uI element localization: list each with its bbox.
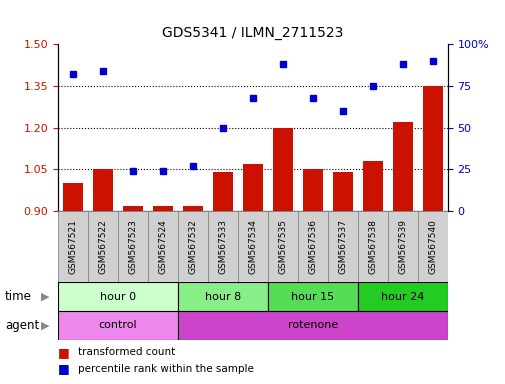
Text: time: time	[5, 290, 32, 303]
Bar	[302, 169, 322, 211]
Text: agent: agent	[5, 319, 39, 332]
FancyBboxPatch shape	[178, 311, 447, 340]
Text: GSM567536: GSM567536	[308, 219, 317, 274]
Text: GSM567534: GSM567534	[248, 219, 257, 274]
Bar	[123, 206, 142, 211]
Text: GSM567522: GSM567522	[98, 219, 108, 274]
Bar	[273, 127, 292, 211]
Bar	[363, 161, 382, 211]
Bar	[93, 169, 113, 211]
FancyBboxPatch shape	[88, 211, 118, 282]
Text: hour 0: hour 0	[100, 291, 136, 302]
Text: GSM567533: GSM567533	[218, 219, 227, 274]
Text: ▶: ▶	[41, 320, 49, 331]
Text: ▶: ▶	[41, 291, 49, 302]
FancyBboxPatch shape	[178, 211, 208, 282]
FancyBboxPatch shape	[58, 282, 178, 311]
FancyBboxPatch shape	[297, 211, 327, 282]
Text: GSM567540: GSM567540	[427, 219, 436, 274]
Bar	[243, 164, 262, 211]
Bar	[332, 172, 352, 211]
Bar	[63, 184, 83, 211]
Text: ■: ■	[58, 346, 70, 359]
FancyBboxPatch shape	[58, 311, 178, 340]
FancyBboxPatch shape	[268, 211, 297, 282]
Text: percentile rank within the sample: percentile rank within the sample	[78, 364, 254, 374]
FancyBboxPatch shape	[178, 282, 268, 311]
Text: transformed count: transformed count	[78, 347, 175, 357]
Text: hour 8: hour 8	[205, 291, 241, 302]
FancyBboxPatch shape	[237, 211, 268, 282]
FancyBboxPatch shape	[208, 211, 237, 282]
FancyBboxPatch shape	[357, 211, 387, 282]
Text: GSM567539: GSM567539	[397, 219, 407, 274]
Text: GSM567537: GSM567537	[338, 219, 347, 274]
Text: control: control	[98, 320, 137, 331]
Text: hour 24: hour 24	[380, 291, 424, 302]
Text: GDS5341 / ILMN_2711523: GDS5341 / ILMN_2711523	[162, 26, 343, 40]
Bar	[153, 206, 173, 211]
FancyBboxPatch shape	[58, 311, 447, 340]
FancyBboxPatch shape	[417, 211, 447, 282]
FancyBboxPatch shape	[148, 211, 178, 282]
FancyBboxPatch shape	[58, 282, 447, 311]
Text: GSM567521: GSM567521	[69, 219, 78, 274]
Text: GSM567532: GSM567532	[188, 219, 197, 274]
Text: hour 15: hour 15	[291, 291, 334, 302]
Text: ■: ■	[58, 362, 70, 375]
Bar	[213, 172, 232, 211]
Bar	[422, 86, 442, 211]
Bar	[183, 206, 203, 211]
Text: GSM567535: GSM567535	[278, 219, 287, 274]
FancyBboxPatch shape	[118, 211, 148, 282]
FancyBboxPatch shape	[357, 282, 447, 311]
FancyBboxPatch shape	[327, 211, 357, 282]
Bar	[392, 122, 412, 211]
Text: GSM567524: GSM567524	[158, 219, 167, 274]
FancyBboxPatch shape	[387, 211, 417, 282]
FancyBboxPatch shape	[58, 211, 88, 282]
Text: GSM567523: GSM567523	[128, 219, 137, 274]
Text: GSM567538: GSM567538	[368, 219, 377, 274]
FancyBboxPatch shape	[268, 282, 357, 311]
Text: rotenone: rotenone	[287, 320, 337, 331]
